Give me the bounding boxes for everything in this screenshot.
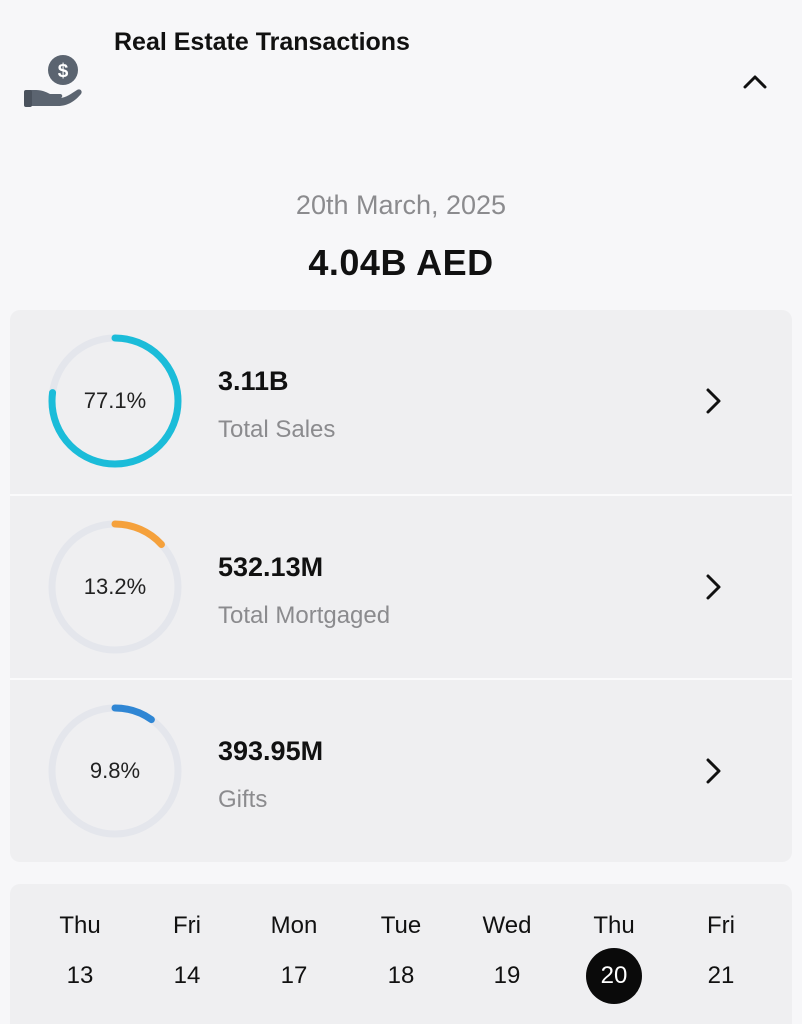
day-name: Fri xyxy=(173,912,201,939)
ring-progress-arc xyxy=(48,520,182,654)
ring-progress-arc xyxy=(48,334,182,468)
progress-ring: 9.8% xyxy=(46,702,184,840)
summary-date: 20th March, 2025 xyxy=(295,190,507,220)
stat-value: 532.13M xyxy=(218,552,324,582)
day-number: 21 xyxy=(707,962,735,989)
hand-dollar-icon: $ xyxy=(22,50,84,112)
day-name: Thu xyxy=(593,912,635,939)
day-number: 17 xyxy=(280,962,308,989)
ring-percent: 9.8% xyxy=(89,758,141,783)
stat-label: Gifts xyxy=(218,786,268,813)
day-number: 20 xyxy=(586,948,642,1004)
day-number: 14 xyxy=(173,962,201,989)
day-number: 18 xyxy=(387,962,415,989)
day-item[interactable]: Thu 13 xyxy=(30,884,130,1024)
day-item[interactable]: Tue 18 xyxy=(351,884,451,1024)
stat-label: Total Sales xyxy=(218,416,336,443)
stat-row-total-mortgaged[interactable]: 13.2% 532.13M Total Mortgaged xyxy=(10,494,792,678)
progress-ring: 13.2% xyxy=(46,518,184,656)
stat-row-gifts[interactable]: 9.8% 393.95M Gifts xyxy=(10,678,792,862)
stat-label: Total Mortgaged xyxy=(218,602,391,629)
ring-percent: 13.2% xyxy=(83,574,147,599)
ring-percent: 77.1% xyxy=(83,388,147,413)
day-name: Tue xyxy=(380,912,422,939)
day-item[interactable]: Mon 17 xyxy=(244,884,344,1024)
day-name: Thu xyxy=(59,912,101,939)
day-item[interactable]: Fri 21 xyxy=(671,884,771,1024)
svg-text:$: $ xyxy=(58,61,69,82)
summary-total: 4.04B AED xyxy=(308,242,494,283)
day-item[interactable]: Thu 20 xyxy=(564,884,664,1024)
chevron-right-icon xyxy=(706,758,721,784)
chevron-right-icon xyxy=(706,574,721,600)
day-name: Mon xyxy=(270,912,318,939)
stats-card: 77.1% 3.11B Total Sales 13.2% 532.13M To… xyxy=(10,310,792,862)
day-number: 13 xyxy=(66,962,94,989)
panel-header[interactable]: $ Real Estate Transactions xyxy=(0,0,802,130)
chevron-up-icon xyxy=(743,75,767,89)
day-item[interactable]: Wed 19 xyxy=(457,884,557,1024)
collapse-button[interactable] xyxy=(734,62,776,100)
day-selector: Thu 13 Fri 14 Mon 17 Tue 18 Wed 19 Thu 2… xyxy=(10,884,792,1024)
day-name: Fri xyxy=(707,912,735,939)
day-item[interactable]: Fri 14 xyxy=(137,884,237,1024)
progress-ring: 77.1% xyxy=(46,332,184,470)
panel-title: Real Estate Transactions xyxy=(114,28,410,56)
day-name: Wed xyxy=(482,912,532,939)
ring-progress-arc xyxy=(48,704,182,838)
chevron-right-icon xyxy=(706,388,721,414)
stat-value: 3.11B xyxy=(218,366,289,396)
stat-value: 393.95M xyxy=(218,736,324,766)
stat-row-total-sales[interactable]: 77.1% 3.11B Total Sales xyxy=(10,310,792,494)
day-number: 19 xyxy=(493,962,521,989)
